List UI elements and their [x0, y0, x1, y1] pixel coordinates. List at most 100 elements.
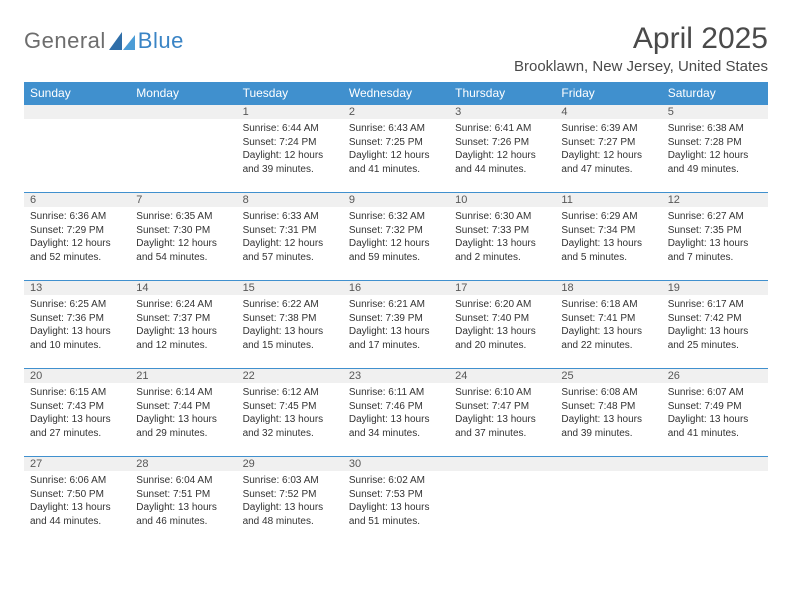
weekday-header: Monday [130, 82, 236, 104]
weekday-header: Sunday [24, 82, 130, 104]
sunrise-text: Sunrise: 6:39 AM [561, 122, 655, 136]
daylight-text-1: Daylight: 12 hours [243, 149, 337, 163]
calendar-week-row: 6Sunrise: 6:36 AMSunset: 7:29 PMDaylight… [24, 192, 768, 280]
day-details [130, 119, 236, 125]
day-details: Sunrise: 6:44 AMSunset: 7:24 PMDaylight:… [237, 119, 343, 179]
weekday-header: Wednesday [343, 82, 449, 104]
sunset-text: Sunset: 7:35 PM [668, 224, 762, 238]
day-number: 1 [237, 104, 343, 119]
day-details: Sunrise: 6:06 AMSunset: 7:50 PMDaylight:… [24, 471, 130, 531]
day-details: Sunrise: 6:39 AMSunset: 7:27 PMDaylight:… [555, 119, 661, 179]
day-details: Sunrise: 6:02 AMSunset: 7:53 PMDaylight:… [343, 471, 449, 531]
daylight-text-1: Daylight: 12 hours [561, 149, 655, 163]
daylight-text-1: Daylight: 13 hours [30, 501, 124, 515]
sunset-text: Sunset: 7:38 PM [243, 312, 337, 326]
day-details: Sunrise: 6:18 AMSunset: 7:41 PMDaylight:… [555, 295, 661, 355]
calendar-day-cell: 25Sunrise: 6:08 AMSunset: 7:48 PMDayligh… [555, 368, 661, 456]
day-details: Sunrise: 6:32 AMSunset: 7:32 PMDaylight:… [343, 207, 449, 267]
day-details: Sunrise: 6:27 AMSunset: 7:35 PMDaylight:… [662, 207, 768, 267]
day-details: Sunrise: 6:04 AMSunset: 7:51 PMDaylight:… [130, 471, 236, 531]
sunrise-text: Sunrise: 6:03 AM [243, 474, 337, 488]
daylight-text-1: Daylight: 13 hours [561, 237, 655, 251]
daylight-text-2: and 41 minutes. [668, 427, 762, 441]
daylight-text-2: and 44 minutes. [455, 163, 549, 177]
daylight-text-1: Daylight: 13 hours [349, 413, 443, 427]
sunrise-text: Sunrise: 6:33 AM [243, 210, 337, 224]
logo: General Blue [24, 22, 184, 54]
day-number: 27 [24, 456, 130, 471]
sunrise-text: Sunrise: 6:41 AM [455, 122, 549, 136]
daylight-text-1: Daylight: 13 hours [455, 325, 549, 339]
day-details: Sunrise: 6:22 AMSunset: 7:38 PMDaylight:… [237, 295, 343, 355]
sunset-text: Sunset: 7:25 PM [349, 136, 443, 150]
daylight-text-2: and 2 minutes. [455, 251, 549, 265]
day-details: Sunrise: 6:24 AMSunset: 7:37 PMDaylight:… [130, 295, 236, 355]
calendar-week-row: 20Sunrise: 6:15 AMSunset: 7:43 PMDayligh… [24, 368, 768, 456]
daylight-text-2: and 10 minutes. [30, 339, 124, 353]
calendar-day-cell: 22Sunrise: 6:12 AMSunset: 7:45 PMDayligh… [237, 368, 343, 456]
sunset-text: Sunset: 7:24 PM [243, 136, 337, 150]
calendar-day-cell: 13Sunrise: 6:25 AMSunset: 7:36 PMDayligh… [24, 280, 130, 368]
day-details: Sunrise: 6:21 AMSunset: 7:39 PMDaylight:… [343, 295, 449, 355]
daylight-text-2: and 15 minutes. [243, 339, 337, 353]
day-details: Sunrise: 6:33 AMSunset: 7:31 PMDaylight:… [237, 207, 343, 267]
sunrise-text: Sunrise: 6:27 AM [668, 210, 762, 224]
sunrise-text: Sunrise: 6:35 AM [136, 210, 230, 224]
calendar-day-cell: 2Sunrise: 6:43 AMSunset: 7:25 PMDaylight… [343, 104, 449, 192]
sunset-text: Sunset: 7:31 PM [243, 224, 337, 238]
day-details [555, 471, 661, 477]
sunrise-text: Sunrise: 6:32 AM [349, 210, 443, 224]
day-number: 16 [343, 280, 449, 295]
day-number: 30 [343, 456, 449, 471]
daylight-text-2: and 41 minutes. [349, 163, 443, 177]
daylight-text-1: Daylight: 13 hours [243, 325, 337, 339]
calendar-day-cell: 28Sunrise: 6:04 AMSunset: 7:51 PMDayligh… [130, 456, 236, 544]
daylight-text-1: Daylight: 13 hours [243, 413, 337, 427]
weekday-header: Tuesday [237, 82, 343, 104]
day-number: 24 [449, 368, 555, 383]
day-details: Sunrise: 6:36 AMSunset: 7:29 PMDaylight:… [24, 207, 130, 267]
day-details [24, 119, 130, 125]
day-number: 11 [555, 192, 661, 207]
sunset-text: Sunset: 7:50 PM [30, 488, 124, 502]
daylight-text-1: Daylight: 13 hours [30, 413, 124, 427]
sunset-text: Sunset: 7:42 PM [668, 312, 762, 326]
daylight-text-2: and 52 minutes. [30, 251, 124, 265]
daylight-text-2: and 20 minutes. [455, 339, 549, 353]
daylight-text-1: Daylight: 13 hours [455, 237, 549, 251]
day-number [555, 456, 661, 471]
day-details: Sunrise: 6:14 AMSunset: 7:44 PMDaylight:… [130, 383, 236, 443]
month-title: April 2025 [514, 22, 768, 56]
sunrise-text: Sunrise: 6:20 AM [455, 298, 549, 312]
calendar-day-cell: 3Sunrise: 6:41 AMSunset: 7:26 PMDaylight… [449, 104, 555, 192]
calendar-day-cell: 6Sunrise: 6:36 AMSunset: 7:29 PMDaylight… [24, 192, 130, 280]
daylight-text-1: Daylight: 12 hours [668, 149, 762, 163]
day-details: Sunrise: 6:29 AMSunset: 7:34 PMDaylight:… [555, 207, 661, 267]
day-number: 29 [237, 456, 343, 471]
sunrise-text: Sunrise: 6:02 AM [349, 474, 443, 488]
day-details [449, 471, 555, 477]
daylight-text-1: Daylight: 12 hours [136, 237, 230, 251]
title-block: April 2025 Brooklawn, New Jersey, United… [514, 22, 768, 75]
calendar-day-cell: 12Sunrise: 6:27 AMSunset: 7:35 PMDayligh… [662, 192, 768, 280]
day-details: Sunrise: 6:43 AMSunset: 7:25 PMDaylight:… [343, 119, 449, 179]
sunrise-text: Sunrise: 6:15 AM [30, 386, 124, 400]
calendar-day-cell: 27Sunrise: 6:06 AMSunset: 7:50 PMDayligh… [24, 456, 130, 544]
calendar-week-row: 13Sunrise: 6:25 AMSunset: 7:36 PMDayligh… [24, 280, 768, 368]
calendar-day-cell: 20Sunrise: 6:15 AMSunset: 7:43 PMDayligh… [24, 368, 130, 456]
day-number: 23 [343, 368, 449, 383]
day-details: Sunrise: 6:15 AMSunset: 7:43 PMDaylight:… [24, 383, 130, 443]
daylight-text-2: and 12 minutes. [136, 339, 230, 353]
day-number [130, 104, 236, 119]
day-details: Sunrise: 6:35 AMSunset: 7:30 PMDaylight:… [130, 207, 236, 267]
sunset-text: Sunset: 7:40 PM [455, 312, 549, 326]
calendar-day-cell [555, 456, 661, 544]
sunset-text: Sunset: 7:33 PM [455, 224, 549, 238]
daylight-text-2: and 25 minutes. [668, 339, 762, 353]
day-number: 2 [343, 104, 449, 119]
sunrise-text: Sunrise: 6:25 AM [30, 298, 124, 312]
day-number: 20 [24, 368, 130, 383]
calendar-day-cell [24, 104, 130, 192]
sunset-text: Sunset: 7:49 PM [668, 400, 762, 414]
daylight-text-2: and 27 minutes. [30, 427, 124, 441]
